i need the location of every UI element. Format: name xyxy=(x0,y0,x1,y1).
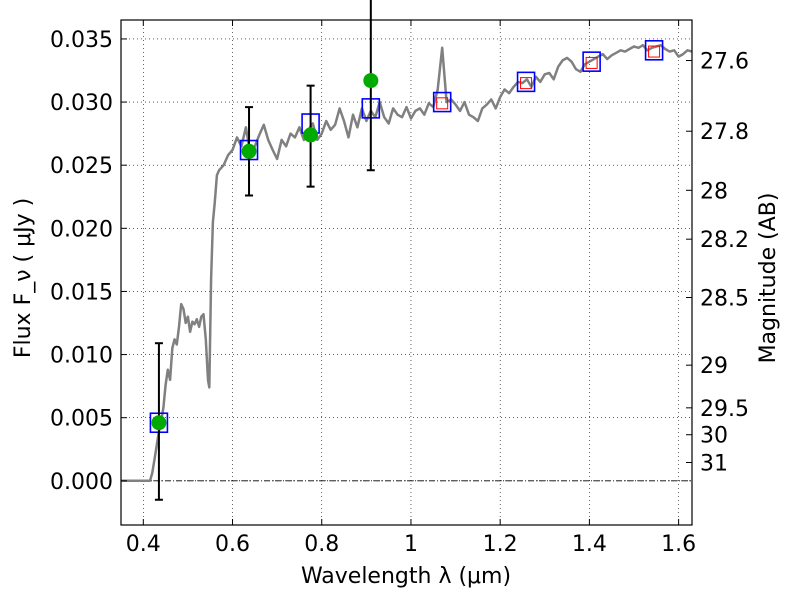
right-tick-label: 27.6 xyxy=(700,50,749,75)
red-square-marker xyxy=(585,56,598,69)
right-tick-label: 29.5 xyxy=(700,397,749,422)
x-tick-label: 1.2 xyxy=(483,532,518,557)
right-tick-label: 28.5 xyxy=(700,286,749,311)
y-tick-label: 0.030 xyxy=(50,91,113,116)
x-tick-label: 1.4 xyxy=(572,532,607,557)
grid xyxy=(121,20,692,525)
blue-square-marker xyxy=(644,39,664,61)
blue-square-marker xyxy=(516,71,536,93)
y-axis-right-label: Magnitude (AB) xyxy=(756,193,781,364)
x-tick-label: 0.4 xyxy=(126,532,161,557)
red-square-marker xyxy=(520,77,533,90)
y-tick-label: 0.020 xyxy=(50,217,113,242)
right-tick-label: 31 xyxy=(700,452,728,477)
x-tick-label: 1.6 xyxy=(661,532,696,557)
x-tick-label: 0.6 xyxy=(215,532,250,557)
green-data-point xyxy=(241,143,257,159)
y-axis-label: Flux F_ν ( μJy ) xyxy=(11,198,36,358)
right-tick-label: 30 xyxy=(700,424,728,449)
right-tick-label: 29 xyxy=(700,354,728,379)
green-data-point xyxy=(151,415,167,431)
y-tick-label: 0.000 xyxy=(50,470,113,495)
x-axis-label: Wavelength λ (μm) xyxy=(301,564,511,589)
green-data-point xyxy=(363,73,379,89)
x-tick-label: 0.8 xyxy=(304,532,339,557)
y-tick-label: 0.010 xyxy=(50,344,113,369)
green-data-point xyxy=(303,127,319,143)
spectrum-line xyxy=(121,43,693,483)
right-tick-label: 27.8 xyxy=(700,120,749,145)
red-square-marker xyxy=(648,45,661,58)
y-tick-label: 0.015 xyxy=(50,280,113,305)
plot-frame xyxy=(120,19,693,526)
blue-square-marker xyxy=(582,51,601,72)
x-tick-label: 1 xyxy=(404,532,418,557)
red-square-marker xyxy=(436,97,449,110)
axis-ticks: 0.4 0.6 0.8 1 1.2 1.4 1.6 0.000 0.005 0.010 0.015 0… xyxy=(50,20,749,557)
plot-area xyxy=(121,0,693,501)
y-tick-label: 0.025 xyxy=(50,154,113,179)
y-tick-label: 0.005 xyxy=(50,407,113,432)
y-tick-label: 0.035 xyxy=(50,28,113,53)
blue-square-marker xyxy=(432,91,452,113)
right-tick-label: 28.2 xyxy=(700,228,749,253)
right-tick-label: 28 xyxy=(700,179,728,204)
